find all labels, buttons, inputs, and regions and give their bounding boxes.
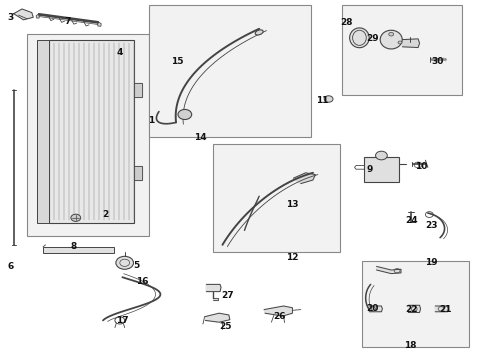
Polygon shape — [134, 83, 142, 97]
Polygon shape — [434, 306, 447, 312]
Text: 13: 13 — [285, 200, 298, 209]
Text: 25: 25 — [219, 323, 232, 331]
Text: 5: 5 — [133, 261, 139, 270]
Text: 15: 15 — [170, 57, 183, 66]
Polygon shape — [264, 306, 292, 316]
Bar — [361, 261, 468, 347]
Polygon shape — [368, 306, 382, 312]
Circle shape — [388, 32, 393, 36]
Text: 28: 28 — [339, 18, 352, 27]
Text: 9: 9 — [365, 165, 372, 174]
Polygon shape — [134, 166, 142, 180]
Polygon shape — [36, 14, 39, 18]
Circle shape — [71, 214, 81, 221]
Text: 1: 1 — [148, 116, 154, 125]
Text: 16: 16 — [135, 277, 148, 286]
Bar — [364, 157, 398, 182]
Text: 14: 14 — [194, 133, 206, 142]
Text: 26: 26 — [273, 311, 285, 320]
Ellipse shape — [255, 30, 263, 35]
Polygon shape — [213, 298, 217, 300]
Circle shape — [116, 256, 133, 269]
Bar — [149, 5, 310, 137]
Bar — [37, 40, 49, 223]
Polygon shape — [204, 313, 229, 322]
Text: 21: 21 — [439, 305, 451, 314]
Text: 17: 17 — [116, 316, 128, 325]
Circle shape — [178, 109, 191, 120]
Text: 27: 27 — [221, 291, 233, 300]
Polygon shape — [376, 266, 400, 274]
Text: 3: 3 — [8, 13, 14, 22]
Text: 23: 23 — [424, 220, 437, 230]
Text: 2: 2 — [102, 210, 108, 219]
Polygon shape — [206, 284, 221, 292]
Ellipse shape — [109, 46, 123, 54]
Polygon shape — [293, 173, 315, 184]
Text: 22: 22 — [405, 305, 417, 314]
Bar — [43, 247, 114, 253]
Text: 24: 24 — [405, 216, 417, 225]
Circle shape — [375, 151, 386, 160]
Bar — [342, 5, 461, 95]
Text: 4: 4 — [116, 48, 123, 57]
Polygon shape — [407, 305, 420, 312]
Text: 29: 29 — [366, 34, 378, 43]
Text: 10: 10 — [414, 162, 427, 171]
Bar — [49, 40, 134, 223]
Text: 18: 18 — [404, 341, 416, 350]
Bar — [27, 34, 149, 236]
Polygon shape — [98, 22, 101, 26]
Ellipse shape — [349, 28, 368, 48]
Bar — [212, 144, 339, 252]
Circle shape — [324, 96, 332, 102]
Text: 19: 19 — [424, 258, 437, 267]
Text: 8: 8 — [70, 242, 76, 251]
Text: 20: 20 — [366, 304, 378, 313]
Text: 12: 12 — [285, 253, 298, 262]
Ellipse shape — [182, 113, 189, 118]
Text: 11: 11 — [316, 95, 328, 104]
Ellipse shape — [380, 30, 401, 49]
Polygon shape — [402, 39, 419, 48]
Circle shape — [397, 41, 401, 44]
Text: 7: 7 — [64, 17, 71, 26]
Text: 30: 30 — [430, 57, 443, 66]
Polygon shape — [14, 9, 33, 20]
Text: 6: 6 — [8, 262, 14, 271]
